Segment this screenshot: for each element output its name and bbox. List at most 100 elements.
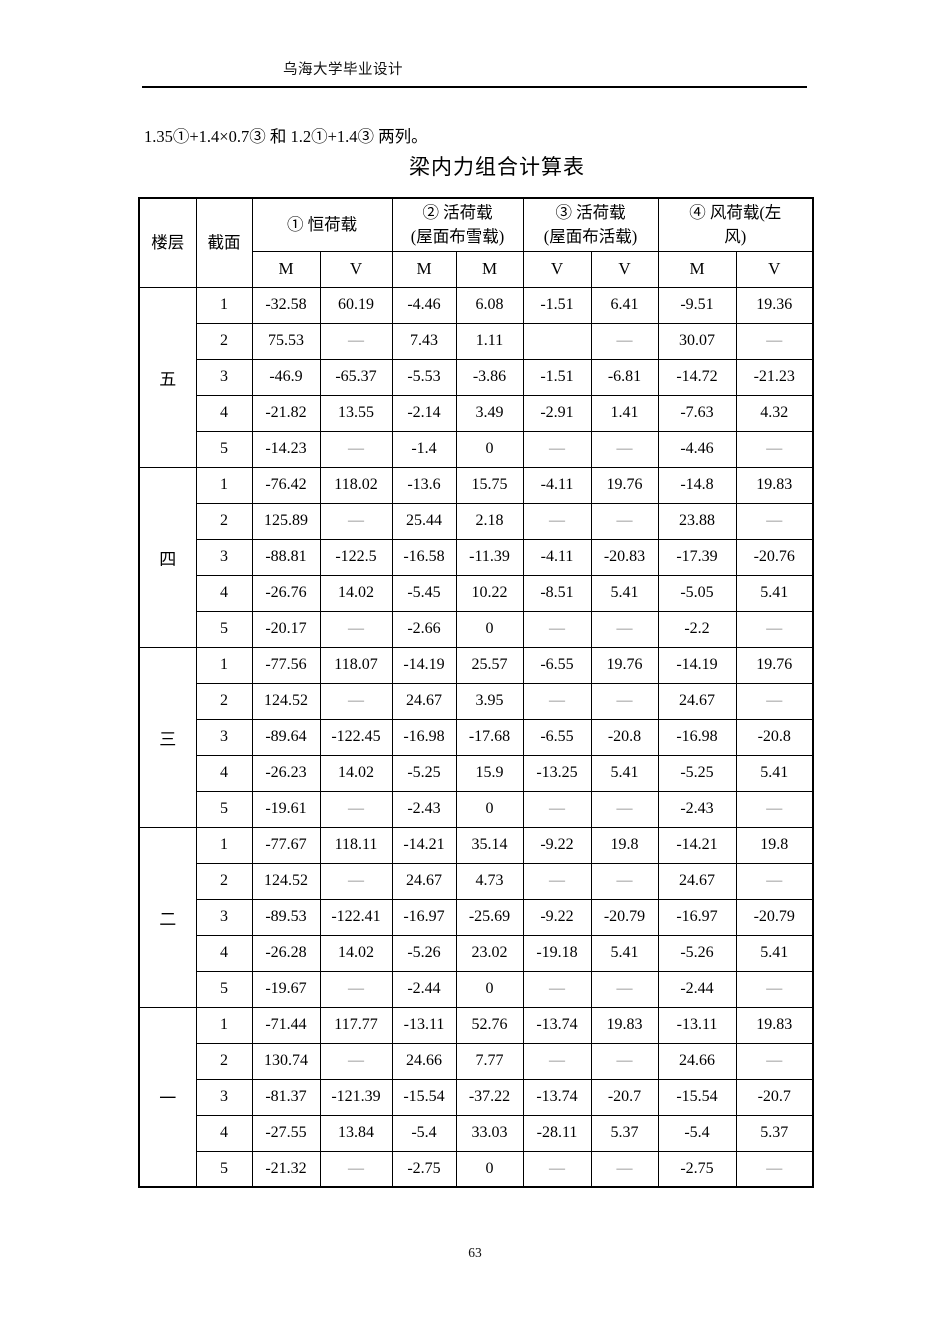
value-cell: 19.83 <box>735 1006 814 1044</box>
table-row: 5 -14.23— -1.4 0— — -4.46— <box>139 430 814 468</box>
floor-label: 四 <box>138 466 197 648</box>
value-cell: -121.39 <box>319 1078 393 1116</box>
value-cell: — <box>319 610 393 648</box>
value-cell: -21.82 <box>251 394 321 432</box>
value-cell: -37.22 <box>455 1078 524 1116</box>
value-cell: -5.53 <box>391 358 457 396</box>
value-cell: -65.37 <box>319 358 393 396</box>
value-cell: -27.55 <box>251 1114 321 1152</box>
value-cell: 1.41 <box>590 394 659 432</box>
value-cell: 117.77 <box>319 1006 393 1044</box>
value-cell: -13.74 <box>522 1006 592 1044</box>
value-cell: — <box>590 682 659 720</box>
value-cell: -122.41 <box>319 898 393 936</box>
value-cell: -81.37 <box>251 1078 321 1116</box>
value-cell: -19.67 <box>251 970 321 1008</box>
value-cell: -6.55 <box>522 718 592 756</box>
value-cell: -3.86 <box>455 358 524 396</box>
section-number: 2 <box>195 862 253 900</box>
table-row: 4 -26.28 14.02 -5.26 23.02 -19.18 5.41 -5.26 5.4… <box>139 934 814 972</box>
value-cell: 0 <box>455 790 524 828</box>
value-cell: 25.57 <box>455 646 524 684</box>
value-cell: — <box>522 430 592 468</box>
value-cell: 124.52 <box>251 682 321 720</box>
value-cell: 4.73 <box>455 862 524 900</box>
section-number: 1 <box>195 646 253 684</box>
value-cell: -5.05 <box>657 574 737 612</box>
sub-header-m: M <box>391 250 457 288</box>
value-cell: -20.83 <box>590 538 659 576</box>
value-cell: -122.45 <box>319 718 393 756</box>
value-cell: -5.25 <box>391 754 457 792</box>
value-cell: 118.07 <box>319 646 393 684</box>
value-cell: -5.45 <box>391 574 457 612</box>
table-body: 五 1 -32.58 60.19 -4.46 6.08 -1.51 6.41 -9.51 19.3… <box>138 286 814 1188</box>
group-header-dead-load: ① 恒荷载 <box>251 197 393 252</box>
value-cell: -14.21 <box>391 826 457 864</box>
value-cell: -26.76 <box>251 574 321 612</box>
table-row: 5 -19.67— -2.44 0— — -2.44— <box>139 970 814 1008</box>
value-cell: -1.51 <box>522 286 592 324</box>
section-number: 4 <box>195 934 253 972</box>
value-cell: -2.75 <box>657 1150 737 1188</box>
beam-force-combination-table: 楼层 截面 ① 恒荷载 ② 活荷载 (屋面布雪载) ③ 活荷载 (屋面布活载) … <box>138 197 814 1188</box>
value-cell: -2.44 <box>391 970 457 1008</box>
table-row: 3 -89.64 -122.45 -16.98 -17.68 -6.55 -20.8 -16.… <box>139 718 814 756</box>
value-cell: -71.44 <box>251 1006 321 1044</box>
value-cell: -4.11 <box>522 466 592 504</box>
value-cell: — <box>590 1150 659 1188</box>
value-cell <box>522 322 592 360</box>
value-cell: — <box>319 1042 393 1080</box>
value-cell: -14.21 <box>657 826 737 864</box>
value-cell: -2.43 <box>657 790 737 828</box>
value-cell: -77.56 <box>251 646 321 684</box>
value-cell: -1.4 <box>391 430 457 468</box>
value-cell: — <box>735 682 814 720</box>
value-cell: 19.76 <box>590 646 659 684</box>
value-cell: 35.14 <box>455 826 524 864</box>
value-cell: -2.75 <box>391 1150 457 1188</box>
section-number: 2 <box>195 1042 253 1080</box>
value-cell: 23.88 <box>657 502 737 540</box>
page-number: 63 <box>468 1245 482 1260</box>
value-cell: -5.4 <box>391 1114 457 1152</box>
value-cell: -5.4 <box>657 1114 737 1152</box>
value-cell: -9.22 <box>522 826 592 864</box>
value-cell: -20.79 <box>590 898 659 936</box>
value-cell: — <box>735 1042 814 1080</box>
value-cell: 130.74 <box>251 1042 321 1080</box>
value-cell: — <box>735 1150 814 1188</box>
table-row: 4 -26.76 14.02 -5.45 10.22 -8.51 5.41 -5.05 5.41 <box>139 574 814 612</box>
section-number: 2 <box>195 682 253 720</box>
value-cell: 5.41 <box>590 574 659 612</box>
floor-label: 一 <box>138 1006 197 1188</box>
value-cell: 23.02 <box>455 934 524 972</box>
value-cell: 19.76 <box>590 466 659 504</box>
section-number: 1 <box>195 1006 253 1044</box>
table-row: 4 -27.55 13.84 -5.4 33.03 -28.11 5.37 -5.4 5.37 <box>139 1114 814 1152</box>
group-header-row: 楼层 截面 ① 恒荷载 ② 活荷载 (屋面布雪载) ③ 活荷载 (屋面布活载) … <box>138 197 814 288</box>
value-cell: 24.66 <box>657 1042 737 1080</box>
value-cell: -20.7 <box>590 1078 659 1116</box>
value-cell: -9.22 <box>522 898 592 936</box>
value-cell: -6.81 <box>590 358 659 396</box>
value-cell: 4.32 <box>735 394 814 432</box>
value-cell: -89.53 <box>251 898 321 936</box>
value-cell: — <box>522 790 592 828</box>
section-number: 5 <box>195 430 253 468</box>
value-cell: -88.81 <box>251 538 321 576</box>
section-number: 4 <box>195 1114 253 1152</box>
value-cell: — <box>735 970 814 1008</box>
value-cell: 0 <box>455 970 524 1008</box>
value-cell: -17.68 <box>455 718 524 756</box>
value-cell: — <box>735 502 814 540</box>
value-cell: -7.63 <box>657 394 737 432</box>
value-cell: 60.19 <box>319 286 393 324</box>
value-cell: — <box>522 502 592 540</box>
value-cell: -15.54 <box>657 1078 737 1116</box>
value-cell: 19.83 <box>735 466 814 504</box>
section-number: 3 <box>195 718 253 756</box>
running-header: 乌海大学毕业设计 <box>283 58 403 79</box>
value-cell: -13.11 <box>391 1006 457 1044</box>
sub-header-v: V <box>735 250 814 288</box>
